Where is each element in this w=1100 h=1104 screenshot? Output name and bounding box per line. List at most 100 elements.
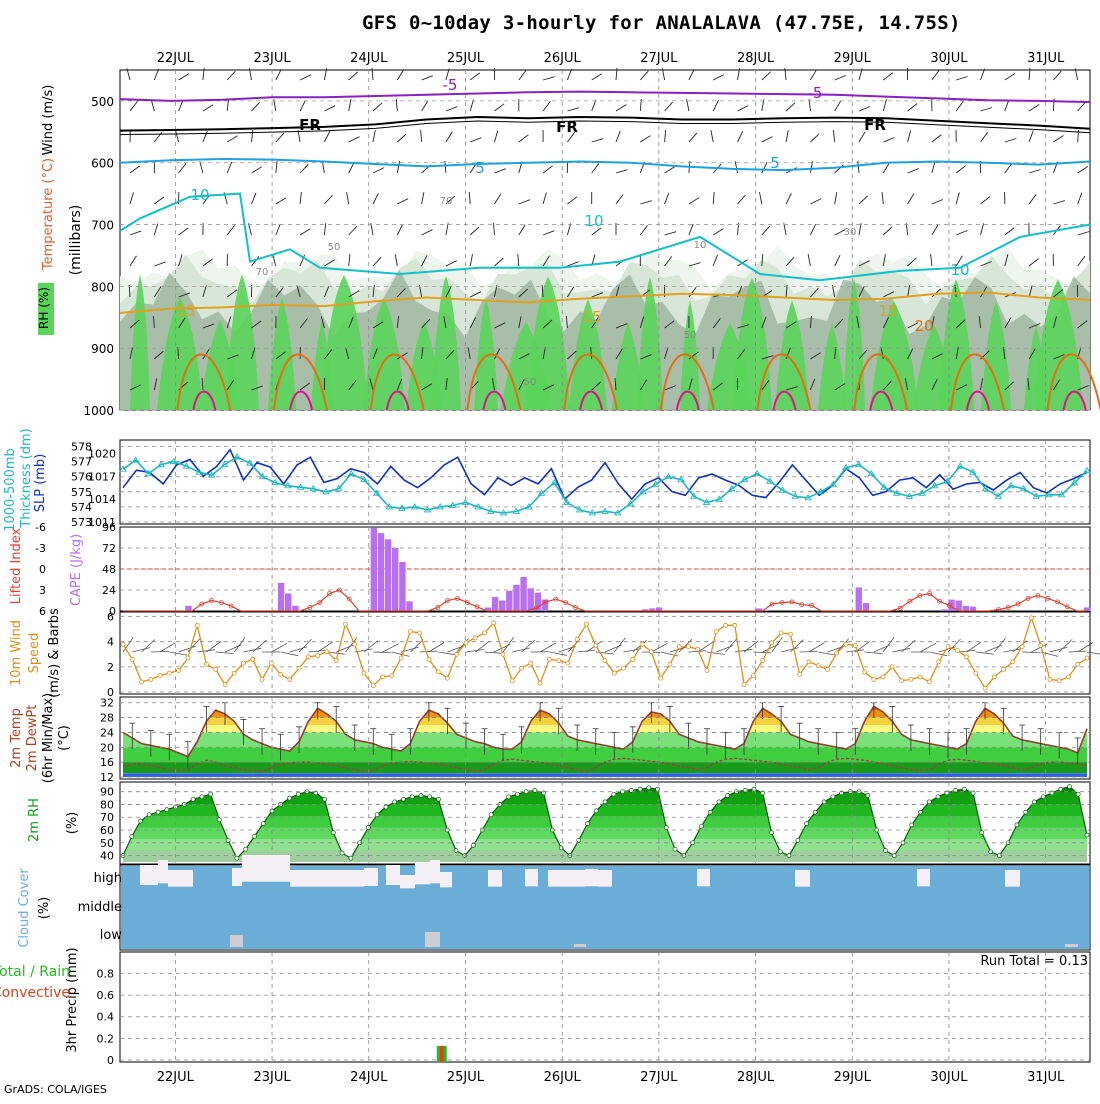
wind-speed-point [603,659,607,663]
rh-point [1076,792,1080,796]
precip-conv-bar [440,1046,444,1062]
li-tick: 0 [39,563,46,576]
wind-speed-point [214,667,218,671]
date-label-bottom: 22JUL [157,1070,195,1085]
rh-point [288,796,292,800]
wind-speed-point [872,677,876,681]
contour-label: 10 [950,261,969,279]
cape-bar [392,548,398,611]
wind-barb [689,133,697,142]
rh2m-label: 2m RH [27,798,42,842]
surface-wind-barb [169,652,187,655]
cape-tick: 72 [102,542,116,555]
precip-total-label: Total / Rain [0,964,70,980]
high-cloud-block [525,869,538,886]
cape-tick: 48 [102,563,116,576]
surface-wind-barb [216,652,234,654]
wind-speed-point [353,642,357,646]
surface-wind-barb [614,638,625,652]
wind-barb [567,197,577,204]
precip-tick: 0.6 [97,989,115,1002]
wind-speed-point [631,657,635,661]
wind-barb [956,101,963,111]
isotherm-line [120,159,1090,170]
wind-barb [932,135,942,142]
surface-wind-barb [549,652,567,655]
wind-tick: 4 [107,636,114,649]
wind-barb [835,192,837,204]
wind-barb [446,223,448,235]
wind-speed-point [1076,662,1080,666]
cloud-row-label: low [100,928,123,943]
cape-bar [385,539,391,611]
wind-barb [859,223,861,235]
temp-tick: 12 [100,771,114,784]
wind-speed-point [436,670,440,674]
rh-point [296,792,300,796]
wind-speed-point [890,665,894,669]
wind-barb [689,263,701,266]
rh-point [770,831,774,835]
high-cloud-block [158,860,168,883]
surface-wind-barb [920,643,936,652]
wind-speed-point [742,683,746,687]
cape-bar [941,609,947,611]
rh-band [120,839,1090,851]
wind-barb [130,102,137,112]
wind-barb [154,69,159,80]
wind-barb [176,130,179,142]
wind-barb [689,198,699,204]
low-cloud-block [230,935,243,947]
wind-label: Wind (m/s) [41,85,56,156]
wind-barb [784,223,786,235]
wind-barb [762,162,767,173]
high-cloud-block [488,870,502,887]
contour-label: 10 [584,212,603,230]
wind-speed-point [900,679,904,683]
rh-point [717,800,721,804]
surface-wind-barb [466,650,484,653]
temp-band [120,762,1090,773]
precip-tick: 0 [107,1054,114,1067]
pressure-tick: 600 [91,157,114,171]
date-label-bottom: 26JUL [544,1070,582,1085]
surface-wind-barb [457,638,469,652]
surface-wind-barb [735,649,753,652]
wind-barb [324,106,335,111]
high-cloud-block [1005,870,1020,887]
temp-band [120,747,1090,762]
surface-wind-barb [271,643,287,652]
date-label-top: 30JUL [930,51,968,66]
wind-speed-point [510,679,514,683]
contour-label: 70 [440,196,453,207]
rh-point [577,838,581,842]
high-cloud-block [430,860,440,883]
wind-barb [1053,201,1065,205]
date-label-top: 28JUL [737,51,775,66]
temp-tick: 28 [100,712,114,725]
wind-barb [519,70,526,80]
wind-barb [1078,102,1086,111]
wind-barb [397,224,402,235]
li-tick: 3 [39,584,46,597]
rh-band [120,805,1090,817]
wind-barb [711,130,713,142]
date-label-top: 26JUL [544,51,582,66]
wind-barb [883,138,894,143]
temp-band [120,718,1090,725]
wind-barb [835,255,840,266]
li-line [123,590,1087,611]
high-cloud-block [168,870,193,887]
wind-barb [130,193,134,205]
wind-barb [252,193,257,204]
wind-barb [200,161,203,173]
wind-barb [397,199,408,204]
rh-point [253,834,257,838]
temp-band [120,710,1090,717]
rh-point [980,831,984,835]
rh-point [331,831,335,835]
rh-point [366,826,370,830]
wind-barb [495,258,504,266]
pressure-tick: 900 [91,342,114,356]
precip-tick: 0.8 [97,967,115,980]
